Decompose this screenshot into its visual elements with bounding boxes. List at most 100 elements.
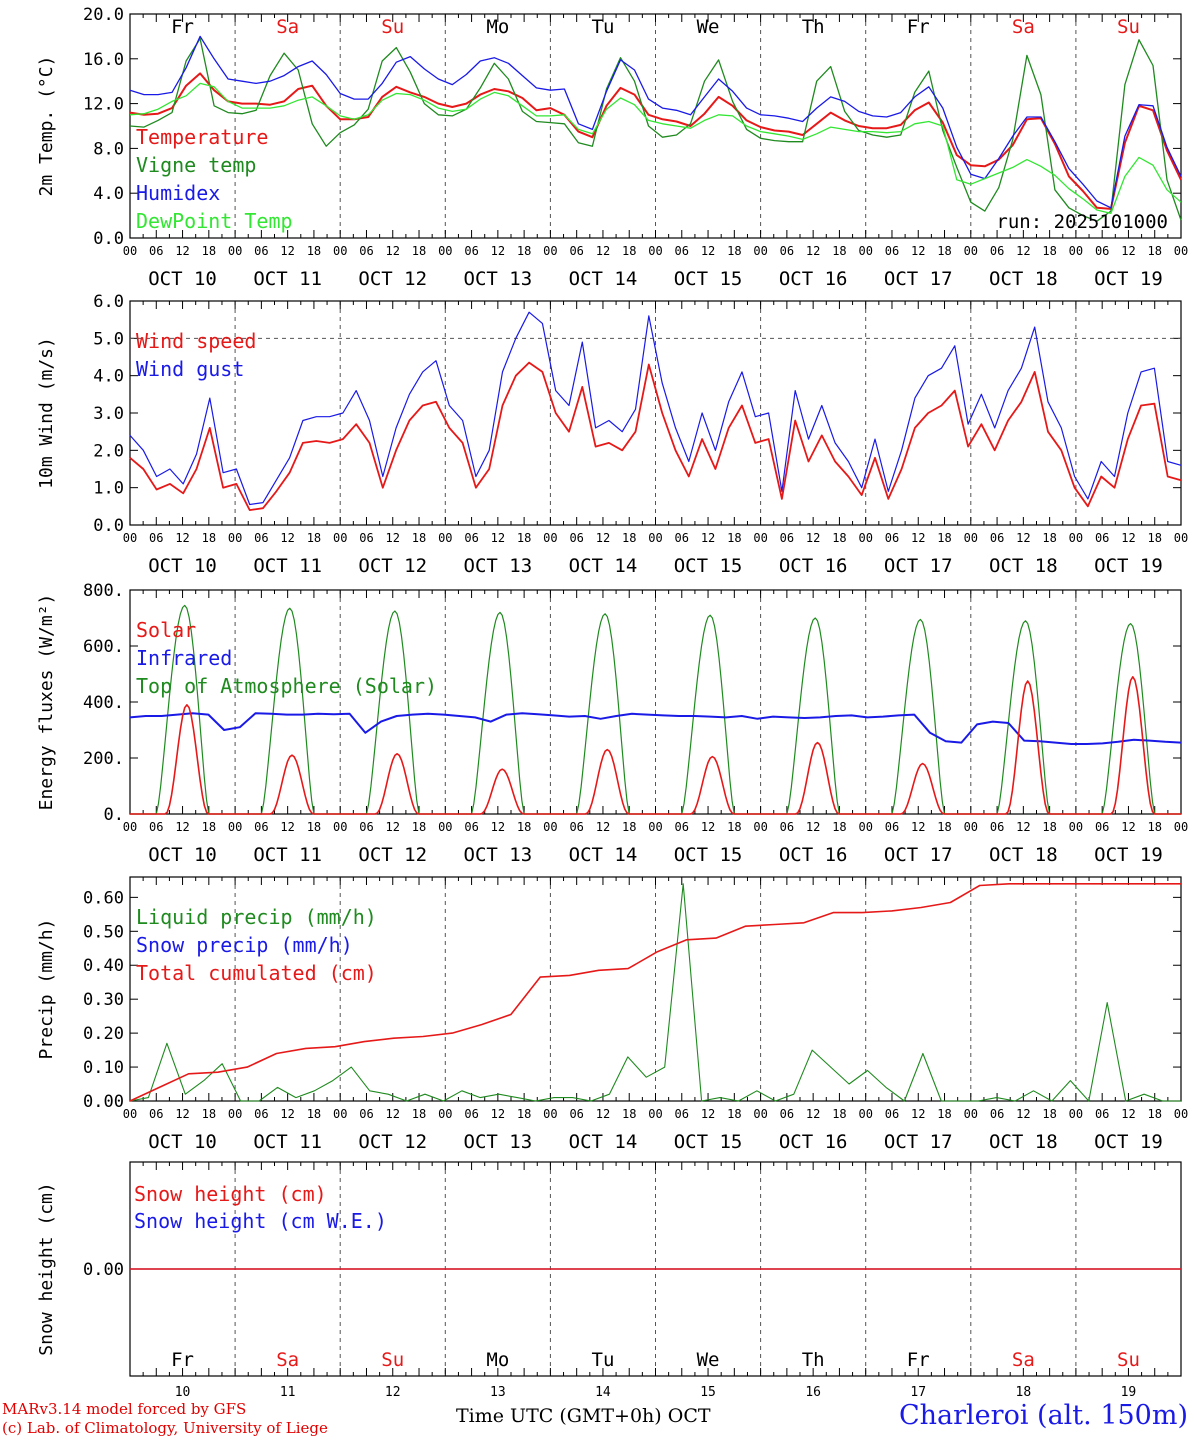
panel-1-frame: 0.0 1.0 2.0 3.0 4.0 5.0 6.0 10m Wind (m/s) Wind … (36, 292, 1188, 577)
hour-tick-label: 12 (911, 1107, 925, 1121)
y-axis-label: 10m Wind (m/s) (36, 337, 57, 489)
series-infrared (129, 712, 1182, 745)
legend-infrared: Infrared (136, 646, 232, 670)
y-tick-label: 400. (83, 693, 124, 713)
legend-snow-height-cm-w-e-: Snow height (cm W.E.) (134, 1209, 387, 1233)
day-label-sa: Sa (276, 1349, 299, 1371)
hour-tick-label: 00 (753, 1107, 767, 1121)
credit-lab: (c) Lab. of Climatology, University of L… (2, 1419, 328, 1437)
series-wind-gust (129, 311, 1182, 506)
hour-tick-label: 00 (964, 820, 978, 834)
y-tick-label: 600. (83, 637, 124, 657)
hour-tick-label: 06 (149, 1107, 163, 1121)
series-wind-speed (129, 361, 1182, 512)
hour-tick-label: 00 (228, 1107, 242, 1121)
hour-tick-label: 06 (464, 531, 478, 545)
hour-tick-label: 00 (228, 531, 242, 545)
hour-tick-label: 06 (569, 531, 583, 545)
hour-tick-label: 00 (1069, 244, 1083, 258)
hour-tick-label: 12 (491, 1107, 505, 1121)
hour-tick-label: 12 (280, 531, 294, 545)
hour-tick-label: 06 (990, 1107, 1004, 1121)
hour-tick-label: 00 (333, 1107, 347, 1121)
hour-tick-label: 06 (359, 244, 373, 258)
date-label: OCT 13 (464, 555, 533, 577)
hour-tick-label: 12 (1016, 1107, 1030, 1121)
hour-tick-label: 00 (858, 531, 872, 545)
hour-tick-label: 06 (359, 1107, 373, 1121)
hour-tick-label: 00 (964, 1107, 978, 1121)
date-label: OCT 19 (1094, 1131, 1163, 1153)
hour-tick-label: 12 (386, 820, 400, 834)
y-tick-label: 20.0 (83, 5, 124, 25)
hour-tick-label: 06 (149, 531, 163, 545)
hour-tick-label: 12 (491, 244, 505, 258)
hour-tick-label: 06 (1095, 820, 1109, 834)
hour-tick-label: 18 (307, 1107, 321, 1121)
date-label: OCT 17 (884, 555, 953, 577)
hour-tick-label: 00 (648, 1107, 662, 1121)
hour-tick-label: 12 (596, 1107, 610, 1121)
hour-tick-label: 18 (937, 531, 951, 545)
series-liquid-precip (129, 883, 1181, 1102)
day-number-label: 11 (280, 1385, 296, 1400)
y-tick-label: 16.0 (83, 50, 124, 70)
hour-tick-label: 12 (701, 531, 715, 545)
hour-tick-label: 18 (517, 820, 531, 834)
date-label: OCT 13 (464, 268, 533, 290)
series-vigne-temp (129, 37, 1182, 222)
date-label: OCT 19 (1094, 268, 1163, 290)
hour-tick-label: 00 (753, 531, 767, 545)
hour-tick-label: 06 (885, 531, 899, 545)
legend-humidex: Humidex (136, 181, 220, 205)
hour-tick-label: 12 (596, 820, 610, 834)
legend-snow-height-cm-: Snow height (cm) (134, 1182, 327, 1206)
hour-tick-label: 18 (202, 1107, 216, 1121)
hour-tick-label: 18 (937, 820, 951, 834)
date-label: OCT 16 (779, 1131, 848, 1153)
hour-tick-label: 00 (543, 1107, 557, 1121)
date-label: OCT 10 (148, 555, 217, 577)
date-label: OCT 16 (779, 268, 848, 290)
day-label-su: Su (1117, 16, 1140, 38)
hour-tick-label: 18 (202, 820, 216, 834)
day-label-sa: Sa (1012, 16, 1035, 38)
hour-tick-label: 00 (333, 244, 347, 258)
y-axis-label: Energy fluxes (W/m²) (36, 594, 57, 811)
day-label-su: Su (1117, 1349, 1140, 1371)
hour-tick-label: 18 (622, 820, 636, 834)
y-tick-label: 6.0 (93, 292, 124, 312)
hour-tick-label: 00 (438, 244, 452, 258)
day-number-label: 18 (1016, 1385, 1032, 1400)
hour-tick-label: 00 (648, 820, 662, 834)
hour-tick-label: 06 (254, 820, 268, 834)
hour-tick-label: 18 (202, 244, 216, 258)
day-number-label: 17 (910, 1385, 926, 1400)
time-axis-text: Time UTC (GMT+0h) (456, 1405, 662, 1427)
hour-tick-label: 06 (885, 1107, 899, 1121)
hour-tick-label: 18 (307, 244, 321, 258)
date-label: OCT 11 (253, 268, 322, 290)
hour-tick-label: 12 (911, 820, 925, 834)
hour-tick-label: 18 (307, 531, 321, 545)
date-label: OCT 11 (253, 555, 322, 577)
day-number-label: 16 (805, 1385, 821, 1400)
series-temperature (129, 72, 1182, 210)
hour-tick-label: 18 (1147, 531, 1161, 545)
hour-tick-label: 06 (464, 1107, 478, 1121)
date-label: OCT 18 (989, 1131, 1058, 1153)
day-label-tu: Tu (592, 1349, 615, 1371)
series-dewpoint-temp (129, 82, 1182, 215)
hour-tick-label: 18 (832, 820, 846, 834)
legend-solar: Solar (136, 618, 196, 642)
date-label: OCT 19 (1094, 555, 1163, 577)
hour-tick-label: 00 (1174, 820, 1188, 834)
day-label-fr: Fr (171, 1349, 194, 1371)
hour-tick-label: 12 (1121, 531, 1135, 545)
hour-tick-label: 06 (780, 820, 794, 834)
y-tick-label: 12.0 (83, 95, 124, 115)
day-number-label: 15 (700, 1385, 716, 1400)
hour-tick-label: 12 (491, 531, 505, 545)
hour-tick-label: 18 (1147, 820, 1161, 834)
